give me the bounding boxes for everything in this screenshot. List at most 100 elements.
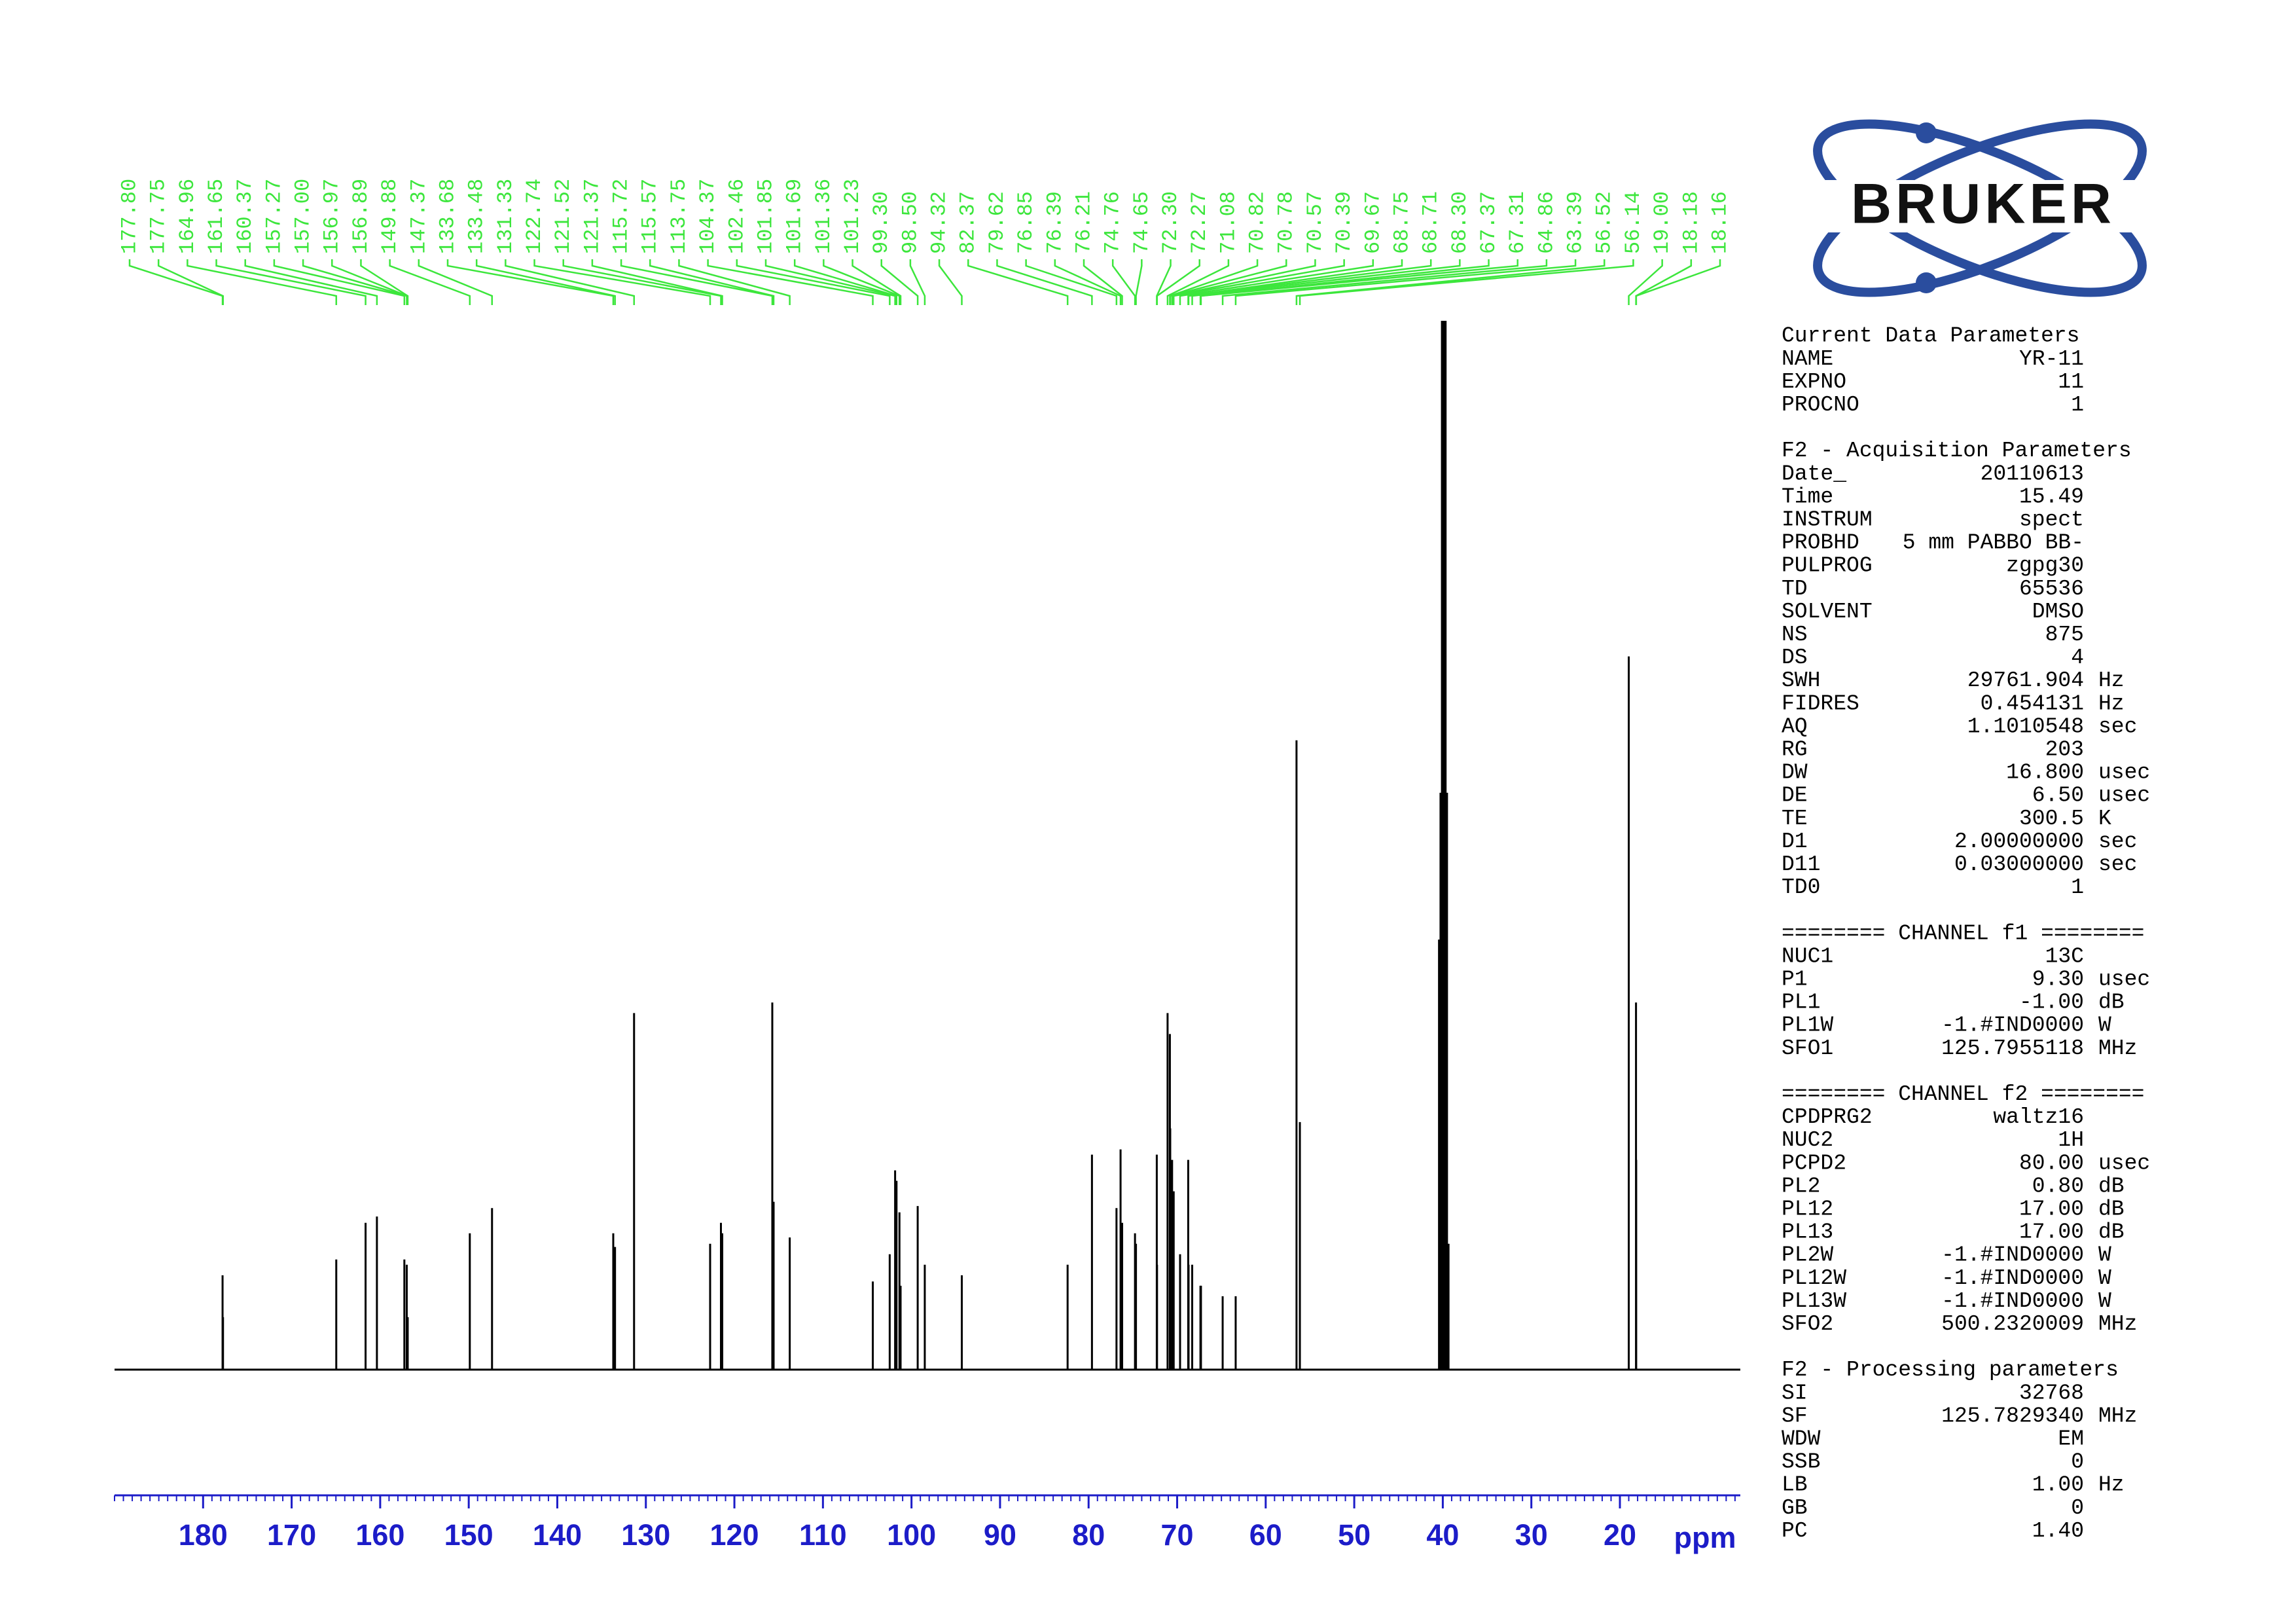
- peak-connector: [1156, 259, 1200, 305]
- param-value: 16.800: [2006, 761, 2084, 785]
- param-name: WDW: [1782, 1427, 1821, 1451]
- peak-label: 101.85: [753, 179, 778, 254]
- param-name: PL12W: [1782, 1266, 1846, 1290]
- param-value: zgpg30: [2006, 554, 2084, 578]
- param-name: AQ: [1782, 714, 1808, 739]
- logo-dot: [1916, 272, 1937, 293]
- peak-label: 121.37: [580, 179, 604, 254]
- param-value: DMSO: [2032, 600, 2084, 624]
- param-value: 1: [2071, 393, 2084, 417]
- param-name: NUC2: [1782, 1128, 1833, 1152]
- param-name: CPDPRG2: [1782, 1105, 1873, 1129]
- peak-label: 133.68: [435, 179, 459, 254]
- x-tick-label: 20: [1604, 1518, 1636, 1552]
- peak-connector: [1295, 259, 1605, 305]
- param-value: spect: [2019, 508, 2084, 532]
- param-value: 1.00: [2032, 1473, 2084, 1497]
- param-unit: sec: [2098, 830, 2137, 854]
- param-name: Date_: [1782, 462, 1846, 486]
- peak-label: 19.00: [1650, 191, 1674, 254]
- peak-label: 149.88: [378, 179, 402, 254]
- x-tick-label: 120: [710, 1518, 759, 1552]
- param-name: LB: [1782, 1473, 1808, 1497]
- peak-label: 101.23: [840, 179, 865, 254]
- param-name: SWH: [1782, 668, 1820, 693]
- x-tick-label: 150: [444, 1518, 493, 1552]
- param-name: SOLVENT: [1782, 600, 1873, 624]
- param-unit: Hz: [2098, 691, 2125, 716]
- param-value: 1.40: [2032, 1519, 2084, 1543]
- param-unit: dB: [2098, 1197, 2125, 1222]
- peak-label: 177.80: [117, 179, 141, 254]
- param-value: 15.49: [2019, 484, 2084, 509]
- param-value: 125.7829340: [1941, 1404, 2084, 1428]
- param-value: 17.00: [2019, 1197, 2084, 1222]
- peak-connector: [1221, 259, 1548, 305]
- x-tick-label: 100: [887, 1518, 936, 1552]
- peak-connector: [823, 259, 901, 305]
- peak-label: 115.57: [638, 179, 662, 254]
- peak-label: 70.78: [1274, 191, 1299, 254]
- param-name: PL2W: [1782, 1243, 1833, 1267]
- peak-label: 76.39: [1043, 191, 1067, 254]
- peak-label: 79.62: [985, 191, 1009, 254]
- x-tick-label: 90: [984, 1518, 1016, 1552]
- param-name: P1: [1782, 968, 1808, 992]
- peak-connector: [1200, 259, 1518, 305]
- param-value: 0.80: [2032, 1174, 2084, 1198]
- param-unit: usec: [2098, 1151, 2150, 1175]
- peak-label: 99.30: [869, 191, 893, 254]
- param-value: waltz16: [1993, 1105, 2084, 1129]
- param-name: PL13W: [1782, 1289, 1846, 1313]
- param-unit: Hz: [2098, 1473, 2125, 1497]
- param-name: NUC1: [1782, 944, 1833, 968]
- param-name: INSTRUM: [1782, 508, 1873, 532]
- peak-label: 76.21: [1071, 191, 1096, 254]
- peak-connector: [1173, 259, 1345, 305]
- peak-connector: [1179, 259, 1374, 305]
- param-value: 203: [2045, 738, 2084, 762]
- peak-connector: [909, 259, 926, 305]
- peak-label: 101.69: [783, 179, 807, 254]
- param-name: DS: [1782, 646, 1808, 670]
- peak-connector: [360, 259, 409, 305]
- x-tick-label: 50: [1338, 1518, 1371, 1552]
- peak-connector: [1025, 259, 1118, 305]
- peak-label: 74.65: [1130, 191, 1154, 254]
- peak-label: 98.50: [898, 191, 922, 254]
- peak-connector: [1169, 259, 1287, 305]
- param-value: 20110613: [1981, 462, 2084, 486]
- peak-connector: [533, 259, 711, 305]
- param-name: D1: [1782, 830, 1808, 854]
- param-value: 13C: [2045, 944, 2084, 968]
- section-title: F2 - Processing parameters: [1782, 1358, 2119, 1382]
- peak-connector: [764, 259, 896, 305]
- peak-connector: [649, 259, 775, 305]
- param-unit: K: [2098, 807, 2111, 831]
- peak-connector: [707, 259, 874, 305]
- peak-connector: [1166, 259, 1230, 305]
- param-unit: MHz: [2098, 1036, 2137, 1061]
- x-tick-label: 170: [267, 1518, 316, 1552]
- x-tick-label: 110: [799, 1518, 847, 1552]
- param-value: 5 mm PABBO BB-: [1903, 531, 2084, 555]
- param-value: 2.00000000: [1954, 830, 2084, 854]
- peak-label: 101.36: [812, 179, 836, 254]
- param-name: TE: [1782, 807, 1808, 831]
- peak-connector: [1628, 259, 1663, 305]
- section-title: Current Data Parameters: [1782, 324, 2079, 348]
- peak-connector: [1299, 259, 1634, 305]
- param-unit: usec: [2098, 761, 2150, 785]
- param-value: 125.7955118: [1941, 1036, 2084, 1061]
- peak-connector: [505, 259, 636, 305]
- param-name: PROCNO: [1782, 393, 1859, 417]
- peak-label: 161.65: [204, 179, 228, 254]
- param-unit: sec: [2098, 852, 2137, 877]
- param-name: PROBHD: [1782, 531, 1859, 555]
- peak-connector: [273, 259, 406, 305]
- param-value: 32768: [2019, 1381, 2084, 1405]
- peak-connector: [1054, 259, 1122, 305]
- peak-connector: [562, 259, 722, 305]
- param-value: 29761.904: [1967, 668, 2084, 693]
